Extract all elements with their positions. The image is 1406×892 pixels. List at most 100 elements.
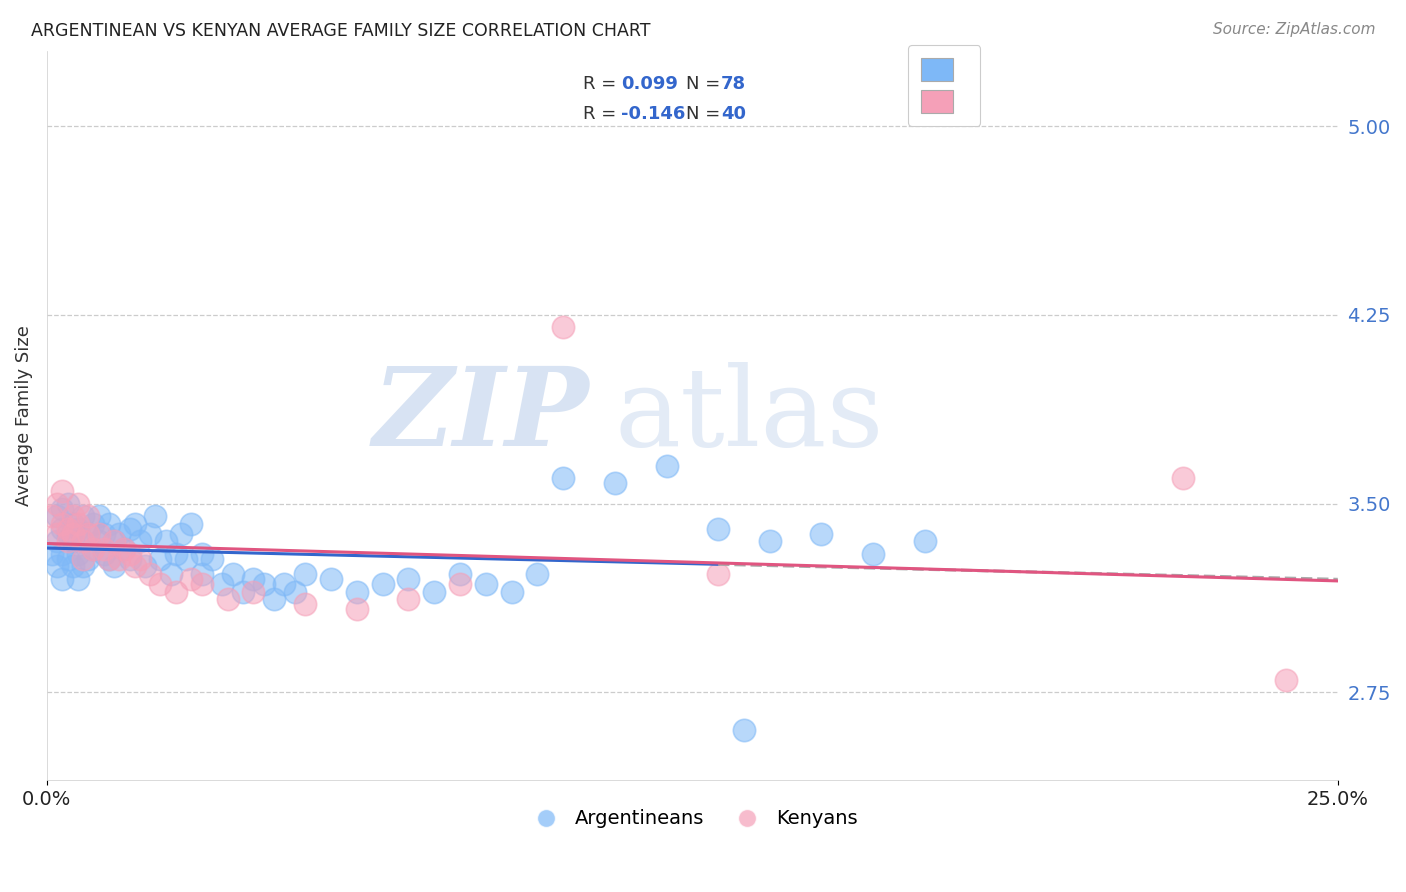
Point <box>733 723 755 737</box>
Point <box>72 552 94 566</box>
Point <box>149 577 172 591</box>
Point <box>217 592 239 607</box>
Point <box>191 577 214 591</box>
Text: 0.099: 0.099 <box>621 75 678 93</box>
Point <box>56 522 79 536</box>
Text: R =: R = <box>582 105 616 123</box>
Point <box>371 577 394 591</box>
Point <box>553 320 575 334</box>
Point <box>1171 471 1194 485</box>
Point <box>103 534 125 549</box>
Point <box>62 559 84 574</box>
Text: ZIP: ZIP <box>373 362 589 469</box>
Point <box>93 526 115 541</box>
Point <box>82 541 104 556</box>
Point <box>62 526 84 541</box>
Point <box>112 541 135 556</box>
Point <box>759 534 782 549</box>
Point <box>72 559 94 574</box>
Point <box>62 534 84 549</box>
Point <box>810 526 832 541</box>
Point <box>284 584 307 599</box>
Point <box>139 566 162 581</box>
Point <box>449 577 471 591</box>
Point <box>396 572 419 586</box>
Point <box>51 522 73 536</box>
Point <box>139 526 162 541</box>
Point <box>82 516 104 531</box>
Point <box>66 547 89 561</box>
Point <box>51 572 73 586</box>
Point <box>170 526 193 541</box>
Point <box>87 534 110 549</box>
Point <box>180 516 202 531</box>
Point <box>66 497 89 511</box>
Text: N =: N = <box>686 105 720 123</box>
Point <box>46 509 69 524</box>
Point <box>423 584 446 599</box>
Point <box>103 534 125 549</box>
Point <box>118 552 141 566</box>
Point <box>180 572 202 586</box>
Text: -0.146: -0.146 <box>621 105 686 123</box>
Point <box>165 584 187 599</box>
Point <box>124 559 146 574</box>
Point <box>56 497 79 511</box>
Text: R =: R = <box>582 75 616 93</box>
Point <box>553 471 575 485</box>
Point <box>526 566 548 581</box>
Point <box>72 534 94 549</box>
Point <box>501 584 523 599</box>
Point <box>159 566 181 581</box>
Point <box>155 534 177 549</box>
Point <box>128 534 150 549</box>
Point <box>82 541 104 556</box>
Point <box>346 584 368 599</box>
Point <box>242 584 264 599</box>
Point <box>319 572 342 586</box>
Point <box>51 501 73 516</box>
Point <box>66 522 89 536</box>
Point <box>77 526 100 541</box>
Point <box>914 534 936 549</box>
Point <box>72 509 94 524</box>
Point <box>51 547 73 561</box>
Point <box>93 547 115 561</box>
Point <box>97 552 120 566</box>
Point <box>77 526 100 541</box>
Point <box>707 566 730 581</box>
Text: 40: 40 <box>721 105 745 123</box>
Point <box>603 476 626 491</box>
Legend: Argentineans, Kenyans: Argentineans, Kenyans <box>519 802 866 837</box>
Point <box>475 577 498 591</box>
Point <box>1275 673 1298 687</box>
Point <box>97 552 120 566</box>
Text: ARGENTINEAN VS KENYAN AVERAGE FAMILY SIZE CORRELATION CHART: ARGENTINEAN VS KENYAN AVERAGE FAMILY SIZ… <box>31 22 651 40</box>
Point <box>77 552 100 566</box>
Point <box>707 522 730 536</box>
Point <box>346 602 368 616</box>
Point <box>72 534 94 549</box>
Point <box>97 516 120 531</box>
Point <box>294 566 316 581</box>
Point <box>66 572 89 586</box>
Point <box>655 458 678 473</box>
Point <box>62 516 84 531</box>
Point <box>87 526 110 541</box>
Point <box>165 547 187 561</box>
Point <box>56 526 79 541</box>
Point <box>62 509 84 524</box>
Point <box>112 541 135 556</box>
Point <box>118 522 141 536</box>
Point <box>862 547 884 561</box>
Point <box>56 534 79 549</box>
Text: 78: 78 <box>721 75 745 93</box>
Point <box>108 552 131 566</box>
Point <box>103 559 125 574</box>
Point <box>211 577 233 591</box>
Text: N =: N = <box>686 75 720 93</box>
Point <box>242 572 264 586</box>
Point <box>222 566 245 581</box>
Point <box>201 552 224 566</box>
Point <box>46 559 69 574</box>
